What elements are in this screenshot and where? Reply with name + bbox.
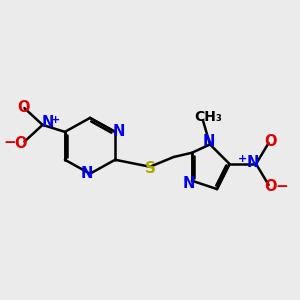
- Text: O: O: [17, 100, 29, 115]
- Text: N: N: [112, 124, 125, 140]
- Text: S: S: [145, 160, 155, 175]
- Text: +: +: [51, 115, 60, 125]
- Text: N: N: [202, 134, 215, 148]
- Text: N: N: [247, 154, 259, 169]
- Text: O: O: [264, 134, 276, 149]
- Text: −: −: [275, 178, 288, 194]
- Text: CH₃: CH₃: [194, 110, 222, 124]
- Text: O: O: [14, 136, 26, 151]
- Text: −: −: [4, 135, 16, 150]
- Text: N: N: [183, 176, 195, 191]
- Text: N: N: [80, 166, 93, 181]
- Text: O: O: [264, 179, 276, 194]
- Text: +: +: [238, 154, 248, 164]
- Text: N: N: [41, 116, 54, 130]
